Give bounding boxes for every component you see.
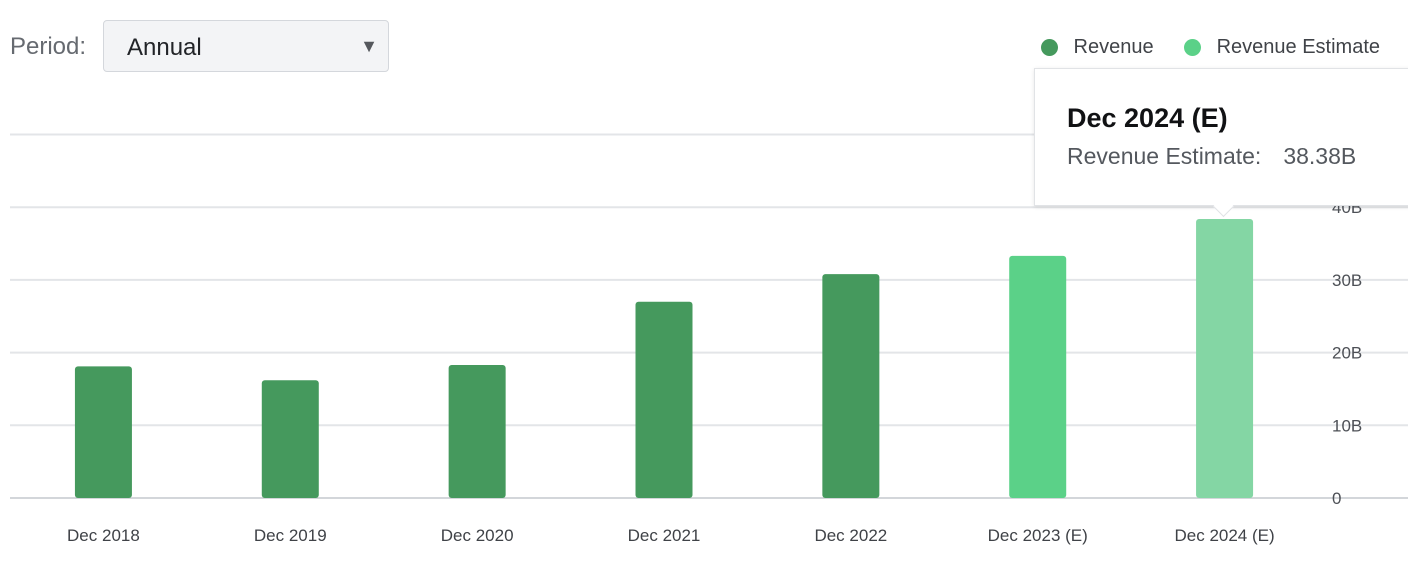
x-tick-label: Dec 2022 bbox=[814, 526, 887, 545]
chart-tooltip: Dec 2024 (E) Revenue Estimate: 38.38B bbox=[1034, 68, 1408, 218]
bar[interactable] bbox=[822, 274, 880, 498]
x-tick-label: Dec 2019 bbox=[254, 526, 327, 545]
x-tick-label: Dec 2021 bbox=[628, 526, 701, 545]
y-tick-label: 30B bbox=[1332, 271, 1362, 290]
tooltip-label: Revenue Estimate: bbox=[1067, 143, 1262, 169]
triangle-down-icon: ▼ bbox=[360, 36, 378, 56]
bar[interactable] bbox=[448, 364, 506, 498]
bar[interactable] bbox=[261, 380, 319, 498]
tooltip-title: Dec 2024 (E) bbox=[1067, 103, 1228, 133]
x-tick-label: Dec 2018 bbox=[67, 526, 140, 545]
period-label: Period: bbox=[10, 33, 87, 60]
legend-label: Revenue bbox=[1073, 36, 1154, 58]
legend-dot-icon bbox=[1040, 39, 1058, 56]
legend-item-revenue-estimate[interactable]: Revenue Estimate bbox=[1183, 36, 1380, 59]
x-tick-label: Dec 2020 bbox=[441, 526, 514, 545]
tooltip-value: 38.38B bbox=[1283, 143, 1357, 169]
legend-label: Revenue Estimate bbox=[1216, 36, 1380, 58]
bar[interactable] bbox=[635, 301, 693, 498]
period-dropdown[interactable]: Annual ▼ bbox=[103, 20, 389, 72]
period-selected-value: Annual bbox=[127, 34, 202, 61]
legend-dot-icon bbox=[1183, 39, 1201, 56]
y-tick-label: 0 bbox=[1332, 489, 1341, 508]
tooltip-row: Revenue Estimate: 38.38B bbox=[1067, 143, 1356, 170]
bar[interactable] bbox=[1009, 255, 1067, 498]
chart-legend: Revenue Revenue Estimate bbox=[1011, 36, 1380, 59]
y-tick-label: 10B bbox=[1332, 416, 1362, 435]
bar[interactable] bbox=[1196, 218, 1254, 498]
bar[interactable] bbox=[74, 366, 132, 498]
x-tick-label: Dec 2023 (E) bbox=[988, 526, 1088, 545]
y-tick-label: 20B bbox=[1332, 344, 1362, 363]
x-tick-label: Dec 2024 (E) bbox=[1174, 526, 1274, 545]
legend-item-revenue[interactable]: Revenue bbox=[1040, 36, 1154, 59]
